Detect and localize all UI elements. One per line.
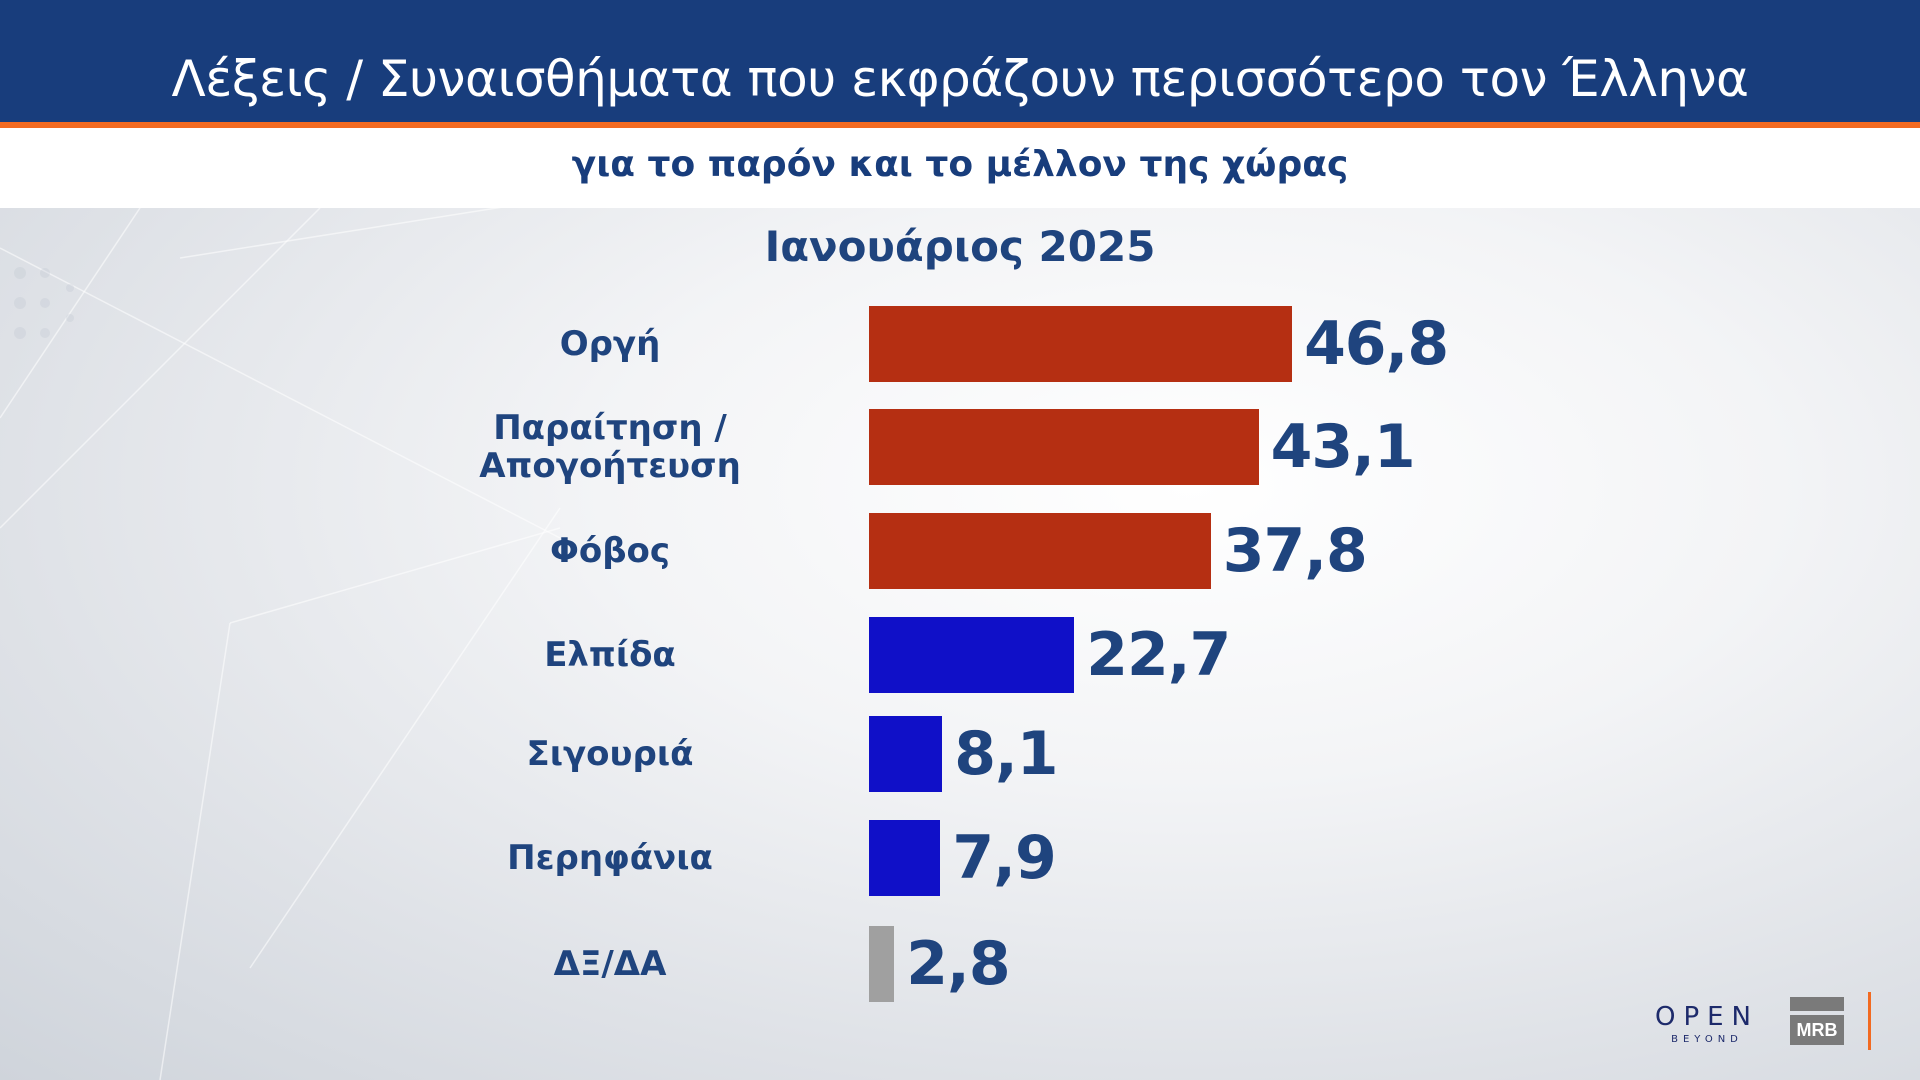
bar-label-line: Σιγουριά	[526, 734, 694, 774]
mrb-logo-text: MRB	[1790, 1015, 1844, 1045]
bar-row: Παραίτηση / Απογοήτευση 43,1	[0, 409, 1920, 485]
bar	[869, 926, 895, 1002]
bar-row: Ελπίδα 22,7	[0, 617, 1920, 693]
bar-label: Παραίτηση / Απογοήτευση	[420, 409, 800, 485]
bar-label-line: ΔΞ/ΔΑ	[553, 944, 667, 984]
mrb-logo: MRB	[1790, 997, 1844, 1045]
bar-value: 46,8	[1304, 309, 1449, 379]
bar-label: Οργή	[420, 325, 800, 363]
open-logo-text: OPEN	[1654, 1002, 1760, 1032]
bar-row: Φόβος 37,8	[0, 513, 1920, 589]
bar-label: Φόβος	[420, 532, 800, 570]
bar-row: Σιγουριά 8,1	[0, 716, 1920, 792]
bar	[869, 820, 941, 896]
header-accent-line	[0, 122, 1920, 128]
bar-label: ΔΞ/ΔΑ	[420, 945, 800, 983]
bar-value: 37,8	[1222, 516, 1368, 586]
bar	[869, 306, 1293, 382]
bar-label-line: Ελπίδα	[544, 635, 676, 675]
subtitle-band: για το παρόν και το μέλλον της χώρας	[0, 128, 1920, 208]
chart-subtitle: για το παρόν και το μέλλον της χώρας	[571, 144, 1349, 185]
bar-row: Οργή 46,8	[0, 306, 1920, 382]
mrb-logo-bar	[1790, 997, 1844, 1011]
footer-accent-line	[1868, 992, 1871, 1050]
bar-label-line: Απογοήτευση	[479, 446, 741, 486]
bar-value: 22,7	[1086, 620, 1231, 690]
open-beyond-logo: OPEN BEYOND	[1652, 1002, 1762, 1048]
bar-label-line: Παραίτηση /	[493, 408, 727, 448]
beyond-logo-text: BEYOND	[1671, 1034, 1743, 1045]
bar-value: 43,1	[1270, 412, 1416, 482]
bar-label-line: Φόβος	[549, 531, 671, 571]
bar-label: Ελπίδα	[420, 636, 800, 674]
bar-label-line: Οργή	[559, 324, 661, 364]
bar-value: 8,1	[954, 719, 1058, 789]
chart-title: Λέξεις / Συναισθήματα που εκφράζουν περι…	[171, 50, 1749, 108]
bar-row: ΔΞ/ΔΑ 2,8	[0, 926, 1920, 1002]
header-bar: Λέξεις / Συναισθήματα που εκφράζουν περι…	[0, 0, 1920, 124]
bar-label-line: Περηφάνια	[507, 838, 713, 878]
bar-value: 2,8	[906, 929, 1010, 999]
bar	[869, 716, 943, 792]
bar-value: 7,9	[952, 823, 1056, 893]
bar-label: Περηφάνια	[420, 839, 800, 877]
bar	[869, 513, 1211, 589]
bar	[869, 409, 1259, 485]
bar	[869, 617, 1075, 693]
period-label: Ιανουάριος 2025	[764, 222, 1156, 271]
bar-row: Περηφάνια 7,9	[0, 820, 1920, 896]
bar-label: Σιγουριά	[420, 735, 800, 773]
